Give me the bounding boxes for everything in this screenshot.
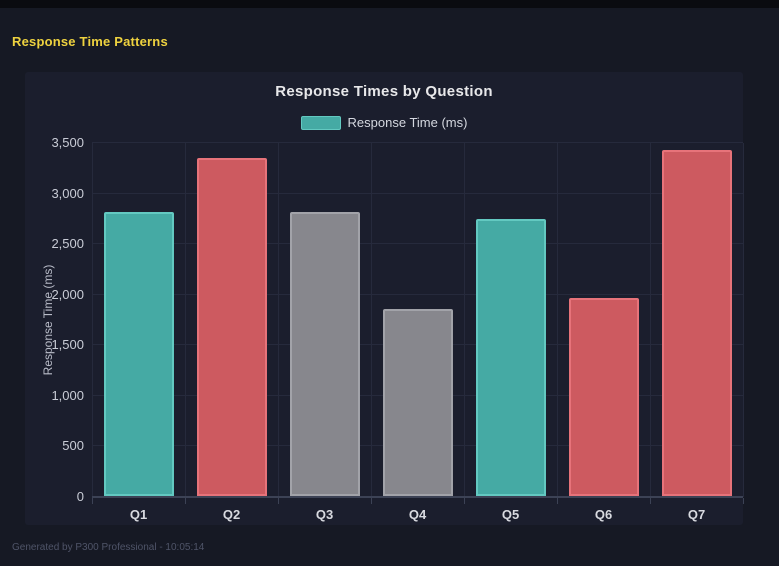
y-tick-label: 1,000 — [51, 387, 84, 403]
x-category-label: Q6 — [594, 507, 613, 522]
x-category-label: Q1 — [129, 507, 148, 522]
gridline-vertical — [650, 143, 651, 497]
y-tick-label: 3,500 — [51, 135, 84, 150]
gridline-vertical — [371, 143, 372, 497]
bar-q2 — [196, 158, 267, 496]
y-tick-label: 3,000 — [51, 185, 84, 201]
legend-label: Response Time (ms) — [347, 115, 468, 130]
bar-q4 — [382, 309, 453, 496]
y-tick-label: 500 — [62, 438, 84, 454]
x-category-label: Q2 — [222, 507, 241, 522]
y-tick-label: 2,500 — [51, 236, 84, 252]
gridline-vertical — [464, 143, 465, 497]
x-axis-tick — [464, 498, 465, 504]
x-axis-tick — [650, 498, 651, 504]
x-category-label: Q7 — [687, 507, 706, 522]
x-axis-line — [92, 496, 743, 498]
bar-q3 — [289, 212, 360, 496]
gridline-horizontal — [92, 293, 743, 295]
x-category-label: Q3 — [315, 507, 334, 522]
plot-area: Response Time (ms) 0 500 1,000 1,500 2,000 2,… — [41, 136, 744, 522]
gridline-vertical — [743, 143, 744, 497]
y-axis-title: Response Time (ms) — [41, 264, 55, 376]
gridline-vertical — [278, 143, 279, 497]
x-axis-tick — [371, 498, 372, 504]
y-tick-label: 1,500 — [51, 337, 84, 353]
gridline-horizontal — [92, 243, 743, 245]
x-axis-tick — [743, 498, 744, 504]
x-axis-tick — [278, 498, 279, 504]
bar-q1 — [103, 212, 174, 496]
gridline-horizontal — [92, 192, 743, 194]
bar-q7 — [661, 150, 732, 496]
chart-panel: Response Times by Question Response Time… — [25, 72, 744, 525]
legend-swatch-teal — [300, 115, 341, 130]
chart-title: Response Times by Question — [275, 83, 493, 100]
bar-q6 — [568, 298, 639, 496]
x-category-label: Q5 — [501, 507, 520, 522]
page-title: Response Time Patterns — [12, 34, 168, 49]
bar-q5 — [475, 219, 546, 496]
footer-status-text: Generated by P300 Professional - 10:05:1… — [12, 542, 205, 553]
x-axis-tick — [557, 498, 558, 504]
gridline-vertical — [92, 143, 93, 497]
window-top-bar — [0, 0, 779, 8]
y-tick-label: 2,000 — [51, 286, 84, 302]
x-category-label: Q4 — [408, 507, 427, 522]
gridline-horizontal — [92, 142, 743, 143]
gridline-vertical — [557, 143, 558, 497]
chart-legend[interactable]: Response Time (ms) — [25, 115, 743, 130]
x-axis-tick — [92, 498, 93, 504]
gridline-vertical — [185, 143, 186, 497]
y-tick-label: 0 — [76, 489, 84, 504]
x-axis-tick — [185, 498, 186, 504]
